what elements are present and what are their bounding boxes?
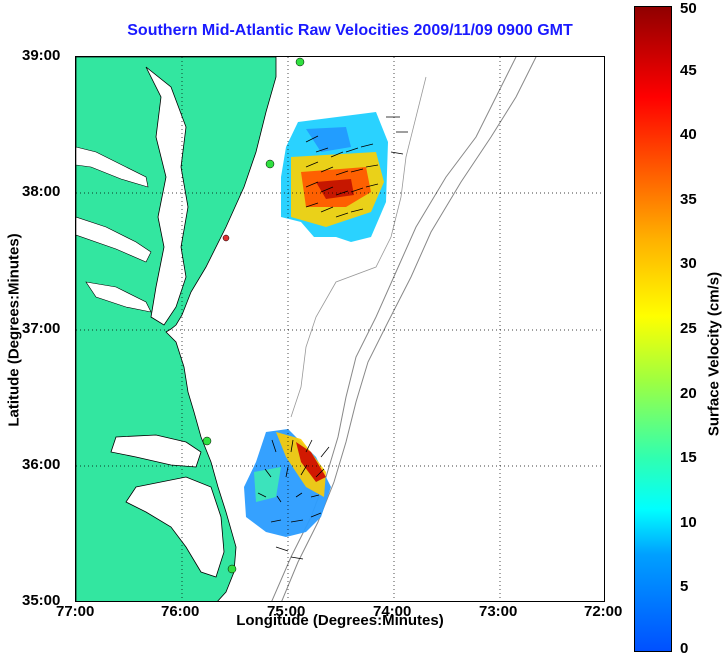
river-2 bbox=[76, 216, 152, 263]
x-tick-label: 72:00 bbox=[584, 603, 623, 620]
y-tick-label: 36:00 bbox=[22, 456, 61, 473]
albemarle-sound bbox=[110, 434, 202, 468]
map-area bbox=[75, 56, 605, 602]
x-axis-label: Longitude (Degrees:Minutes) bbox=[236, 612, 444, 629]
station-marker bbox=[265, 159, 275, 169]
colorbar-tick-label: 35 bbox=[680, 190, 697, 208]
colorbar-tick-label: 20 bbox=[680, 384, 697, 402]
colorbar-tick-label: 45 bbox=[680, 61, 697, 79]
station-marker bbox=[202, 436, 212, 446]
x-tick-label: 77:00 bbox=[56, 603, 95, 620]
colorbar-label: Surface Velocity (cm/s) bbox=[705, 271, 723, 437]
x-tick-label: 74:00 bbox=[373, 603, 412, 620]
velocity-arrows-south bbox=[257, 439, 330, 560]
velocity-field-south-hot bbox=[296, 442, 326, 482]
velocity-field-south-warm bbox=[276, 432, 326, 497]
velocity-field-south-green bbox=[254, 467, 281, 502]
chesapeake-bay bbox=[145, 66, 189, 326]
colorbar-tick-label: 5 bbox=[680, 578, 689, 596]
velocity-field-north-core bbox=[316, 179, 354, 199]
land-mass bbox=[76, 57, 277, 601]
colorbar bbox=[634, 6, 672, 652]
x-tick-label: 76:00 bbox=[161, 603, 200, 620]
bathymetry-contour-3 bbox=[290, 76, 427, 418]
colorbar-tick-label: 40 bbox=[680, 126, 697, 144]
x-tick-label: 73:00 bbox=[479, 603, 518, 620]
grid-lines bbox=[76, 57, 604, 601]
station-marker bbox=[222, 234, 230, 242]
colorbar-tick-label: 30 bbox=[680, 255, 697, 273]
map-title: Southern Mid-Atlantic Raw Velocities 200… bbox=[127, 22, 573, 39]
velocity-field-north-blue bbox=[306, 127, 351, 152]
y-tick-label: 39:00 bbox=[22, 47, 61, 64]
colorbar-tick-label: 25 bbox=[680, 320, 697, 337]
colorbar-tick-label: 0 bbox=[680, 640, 689, 657]
station-marker bbox=[295, 57, 305, 67]
y-tick-label: 38:00 bbox=[22, 183, 61, 200]
velocity-arrows-north bbox=[305, 116, 408, 218]
x-tick-label: 75:00 bbox=[267, 603, 306, 620]
colorbar-tick-label: 10 bbox=[680, 513, 697, 531]
station-marker bbox=[227, 564, 237, 574]
colorbar-tick-label: 50 bbox=[680, 0, 697, 17]
y-axis-label: Latitude (Degrees:Minutes) bbox=[5, 233, 23, 427]
river-3 bbox=[85, 281, 152, 313]
pamlico-sound bbox=[125, 476, 225, 578]
river-1 bbox=[76, 146, 149, 188]
y-tick-label: 37:00 bbox=[22, 320, 61, 337]
y-tick-label: 35:00 bbox=[22, 592, 61, 609]
colorbar-tick-label: 15 bbox=[680, 449, 697, 467]
map-svg bbox=[76, 57, 604, 601]
radar-stations bbox=[202, 57, 305, 574]
